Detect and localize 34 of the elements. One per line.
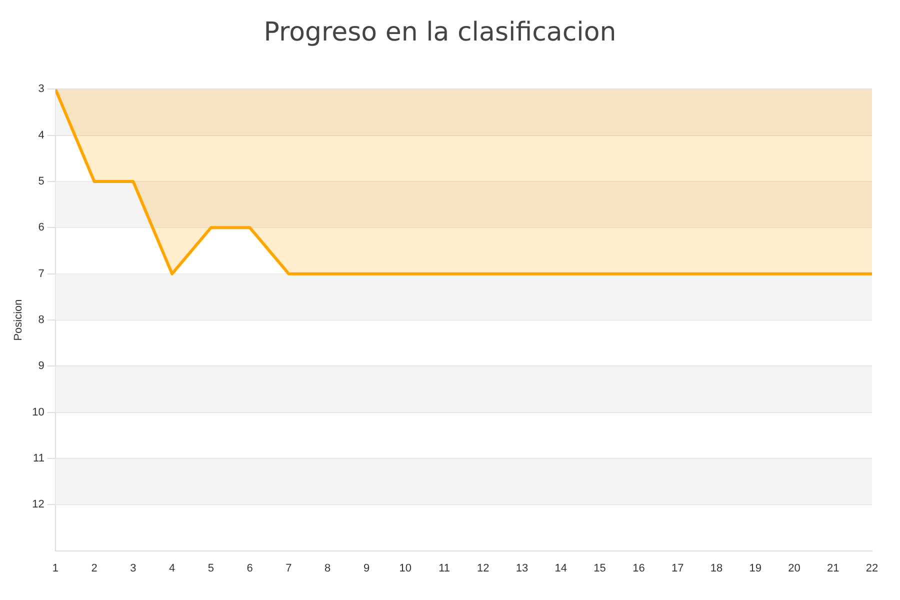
y-tick-label: 12 xyxy=(32,498,44,511)
x-tick-label: 9 xyxy=(363,562,370,574)
y-tick-label: 4 xyxy=(38,129,44,142)
x-tick-label: 13 xyxy=(516,562,528,574)
y-tick-label: 6 xyxy=(38,222,44,234)
x-tick-label: 8 xyxy=(324,562,331,574)
x-tick-label: 11 xyxy=(438,562,450,574)
x-tick-label: 1 xyxy=(52,562,58,574)
y-tick-label: 8 xyxy=(38,314,44,326)
x-tick-label: 12 xyxy=(477,562,490,574)
y-tick-label: 7 xyxy=(38,268,44,280)
y-tick-label: 5 xyxy=(38,176,44,188)
x-tick-label: 18 xyxy=(710,562,723,574)
x-tick-label: 19 xyxy=(749,562,762,574)
y-tick-label: 9 xyxy=(38,360,44,372)
x-tick-label: 5 xyxy=(208,562,214,574)
x-tick-label: 22 xyxy=(866,562,878,574)
x-tick-label: 6 xyxy=(246,562,253,574)
y-tick-label: 3 xyxy=(38,83,44,96)
x-tick-label: 7 xyxy=(286,562,292,574)
y-tick-label: 10 xyxy=(32,406,44,418)
x-tick-label: 3 xyxy=(130,562,136,574)
x-tick-label: 21 xyxy=(826,562,840,574)
x-tick-label: 2 xyxy=(91,562,98,574)
y-axis-title: Posicion xyxy=(12,299,25,341)
x-tick-label: 14 xyxy=(554,562,568,574)
x-tick-label: 16 xyxy=(632,562,645,574)
x-tick-label: 15 xyxy=(594,562,606,574)
x-tick-label: 17 xyxy=(671,562,684,574)
y-tick-label: 11 xyxy=(33,452,44,465)
x-tick-label: 20 xyxy=(788,562,800,574)
x-tick-label: 4 xyxy=(169,562,176,574)
x-tick-label: 10 xyxy=(399,562,412,574)
chart-title: Progreso en la clasificacion xyxy=(264,17,616,48)
